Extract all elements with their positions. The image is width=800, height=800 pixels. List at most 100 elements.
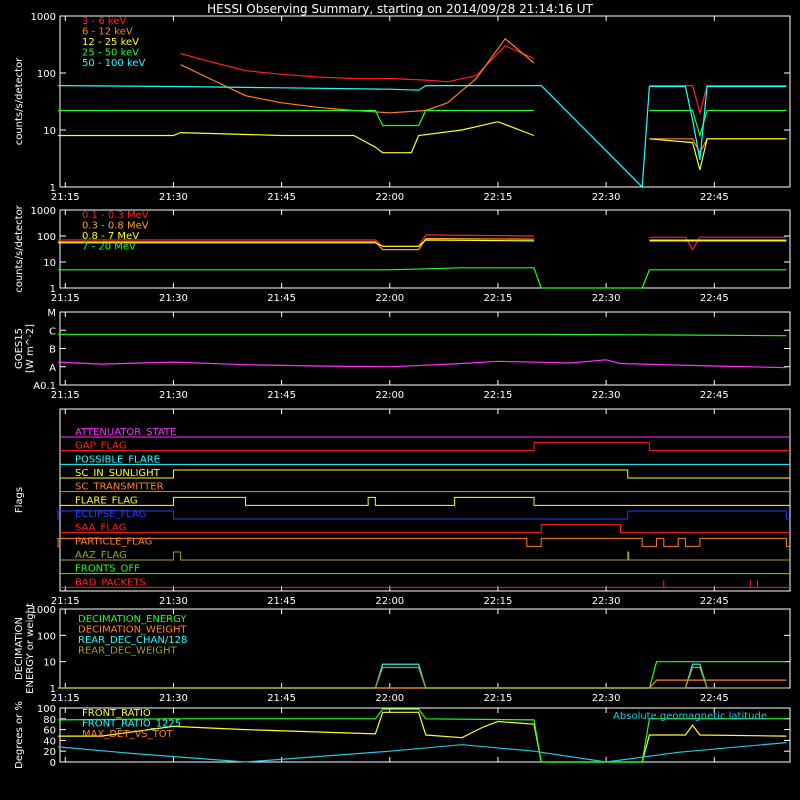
series-line [58, 333, 787, 337]
flag-label: ECLIPSE_FLAG [75, 509, 146, 520]
flag-label: FLARE_FLAG [75, 495, 138, 506]
goes-ytick-label: B [49, 345, 56, 356]
goes-ylabel2: [W m^-2] [25, 324, 36, 373]
ratios-ylabel: Degrees or % [14, 701, 25, 769]
flag-label: FRONTS_OFF [75, 564, 140, 575]
high-energy-ytick-label: 1 [50, 284, 56, 295]
flag-label: AAZ_FLAG [75, 550, 127, 561]
high-energy-xtick-label: 22:45 [700, 293, 729, 304]
legend-entry: 6 - 12 keV [82, 27, 133, 38]
low-energy-ytick-label: 10 [43, 126, 56, 137]
series-line [58, 666, 787, 689]
series-line [180, 45, 787, 116]
flags-xtick-label: 22:00 [375, 596, 404, 607]
legend-entry: FRONT_RATIO [82, 708, 151, 719]
goes-ytick-label: C [49, 326, 56, 337]
flags-xtick-label: 21:45 [267, 596, 296, 607]
decimation-xtick-label: 22:45 [700, 693, 729, 704]
decimation-ytick-label: 100 [37, 631, 56, 642]
high-energy-xtick-label: 22:15 [484, 293, 513, 304]
low-energy-xtick-label: 21:15 [51, 192, 80, 203]
low-energy-xtick-label: 22:30 [592, 192, 621, 203]
series-line [58, 267, 787, 289]
goes-xtick-label: 22:45 [700, 390, 729, 401]
high-energy-ytick-label: 10 [43, 258, 56, 269]
decimation-xtick-label: 21:45 [267, 693, 296, 704]
legend-entry: 25 - 50 keV [82, 48, 139, 59]
ratios-ytick-label: 0 [50, 758, 56, 769]
goes-ylabel: GOES15 [14, 328, 25, 369]
high-energy-ylabel: counts/s/detector [14, 204, 25, 292]
series-line [58, 708, 787, 763]
decimation-ytick-label: 1 [50, 684, 56, 695]
series-line [58, 742, 787, 763]
goes-xtick-label: 21:45 [267, 390, 296, 401]
figure-title: HESSI Observing Summary, starting on 201… [207, 2, 593, 16]
legend-entry: REAR_DEC_CHAN/128 [78, 635, 187, 646]
legend-entry: 50 - 100 keV [82, 58, 146, 69]
high-energy-xtick-label: 22:00 [375, 293, 404, 304]
ratios-ytick-label: 80 [43, 715, 56, 726]
flag-label: SC_TRANSMITTER [75, 482, 164, 493]
high-energy-xtick-label: 21:45 [267, 293, 296, 304]
decimation-xtick-label: 22:15 [484, 693, 513, 704]
ratios-ytick-label: 20 [43, 747, 56, 758]
goes-ytick-label: A [49, 363, 56, 374]
geomag-latitude-label: Absolute geomagnetic latitude [613, 711, 767, 722]
series-line [58, 239, 787, 247]
series-line [58, 109, 787, 138]
low-energy-xtick-label: 22:15 [484, 192, 513, 203]
ratios-ytick-label: 40 [43, 736, 56, 747]
flag-label: SC_IN_SUNLIGHT [75, 468, 161, 479]
legend-entry: DECIMATION_ENERGY [78, 614, 187, 625]
flag-line [60, 524, 790, 534]
goes-xtick-label: 22:00 [375, 390, 404, 401]
flags-xtick-label: 21:15 [51, 596, 80, 607]
series-line [58, 237, 787, 251]
legend-entry: FRONT_RATIO_1225 [82, 719, 181, 730]
decimation-ylabel: DECIMATION [14, 617, 25, 680]
legend-entry: 0.8 - 7 MeV [82, 231, 139, 242]
ratios-ytick-label: 100 [37, 704, 56, 715]
flag-line [57, 537, 790, 547]
flag-label: GAP_FLAG [75, 441, 127, 452]
goes-xtick-label: 21:15 [51, 390, 80, 401]
goes-ytick-label: A0.1 [33, 381, 56, 392]
low-energy-xtick-label: 22:00 [375, 192, 404, 203]
decimation-ytick-label: 1000 [31, 605, 56, 616]
flag-label: ATTENUATOR_STATE [75, 427, 176, 438]
high-energy-ytick-label: 100 [37, 232, 56, 243]
flag-line [60, 442, 790, 452]
high-energy-ytick-label: 1000 [31, 206, 56, 217]
flags-xtick-label: 22:45 [700, 596, 729, 607]
decimation-ytick-label: 10 [43, 658, 56, 669]
legend-entry: 3 - 6 keV [82, 16, 126, 27]
low-energy-xtick-label: 21:30 [159, 192, 188, 203]
low-energy-ytick-label: 1 [50, 183, 56, 194]
high-energy-xtick-label: 21:15 [51, 293, 80, 304]
decimation-ylabel2: ENERGY or weight [25, 603, 36, 694]
flags-frame [59, 408, 791, 592]
flag-label: POSSIBLE_FLARE [75, 454, 160, 465]
flag-line [57, 510, 790, 520]
flag-line [60, 496, 790, 506]
high-energy-xtick-label: 22:30 [592, 293, 621, 304]
low-energy-ytick-label: 1000 [31, 12, 56, 23]
series-line [58, 121, 787, 170]
legend-entry: 0.3 - 0.8 MeV [82, 221, 149, 232]
series-line [58, 85, 787, 189]
series-line [58, 359, 787, 369]
decimation-xtick-label: 21:30 [159, 693, 188, 704]
low-energy-xtick-label: 22:45 [700, 192, 729, 203]
high-energy-frame [59, 209, 791, 289]
series-line [58, 711, 787, 763]
goes-xtick-label: 22:15 [484, 390, 513, 401]
ratios-ytick-label: 60 [43, 726, 56, 737]
legend-entry: MAX_DET_VS_TOT [82, 729, 174, 740]
series-line [58, 679, 787, 689]
flags-xtick-label: 22:15 [484, 596, 513, 607]
low-energy-ylabel: counts/s/detector [14, 57, 25, 145]
legend-entry: REAR_DEC_WEIGHT [78, 646, 177, 657]
goes-xtick-label: 21:30 [159, 390, 188, 401]
